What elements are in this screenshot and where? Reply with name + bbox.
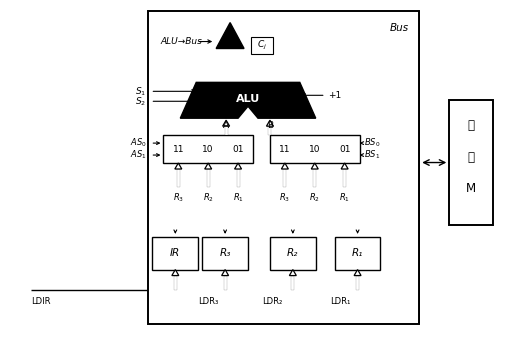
- Bar: [313, 169, 316, 187]
- Text: R₃: R₃: [219, 248, 231, 258]
- Text: ALU: ALU: [236, 94, 260, 104]
- Text: 10: 10: [203, 145, 214, 154]
- Bar: [164, 135, 253, 163]
- Text: +1: +1: [328, 91, 341, 100]
- Bar: [270, 135, 360, 163]
- Polygon shape: [354, 270, 361, 276]
- Bar: [268, 126, 271, 135]
- Polygon shape: [221, 270, 229, 276]
- Text: 01: 01: [232, 145, 244, 154]
- Text: $BS_0$: $BS_0$: [364, 137, 380, 149]
- Text: M: M: [466, 182, 476, 195]
- Bar: [202, 237, 248, 270]
- Polygon shape: [290, 270, 296, 276]
- Text: $R_3$: $R_3$: [279, 192, 291, 204]
- Text: B: B: [267, 121, 273, 130]
- Text: $R_1$: $R_1$: [233, 192, 243, 204]
- Text: $R_1$: $R_1$: [339, 192, 350, 204]
- Polygon shape: [311, 163, 318, 169]
- Text: $S_1$: $S_1$: [135, 85, 146, 98]
- Text: IR: IR: [170, 248, 180, 258]
- Bar: [152, 237, 198, 270]
- Text: $AS_0$: $AS_0$: [130, 137, 146, 149]
- Text: $R_2$: $R_2$: [309, 192, 320, 204]
- Polygon shape: [281, 163, 289, 169]
- Bar: [343, 169, 346, 187]
- Text: LDR₃: LDR₃: [198, 298, 218, 306]
- Polygon shape: [235, 163, 241, 169]
- Text: 主: 主: [467, 119, 474, 132]
- Bar: [148, 11, 419, 324]
- Bar: [177, 169, 180, 187]
- Text: 存: 存: [467, 151, 474, 163]
- Text: LDR₁: LDR₁: [330, 298, 350, 306]
- Text: $BS_1$: $BS_1$: [364, 149, 380, 161]
- Polygon shape: [175, 163, 182, 169]
- Polygon shape: [205, 163, 212, 169]
- Bar: [283, 169, 287, 187]
- Text: $R_2$: $R_2$: [203, 192, 214, 204]
- Text: LDR₂: LDR₂: [262, 298, 282, 306]
- Bar: [225, 126, 228, 135]
- Bar: [251, 37, 273, 55]
- Text: $S_2$: $S_2$: [135, 95, 146, 107]
- Bar: [449, 100, 493, 225]
- Text: R₂: R₂: [287, 248, 299, 258]
- Bar: [224, 276, 227, 290]
- Bar: [356, 276, 359, 290]
- Text: 10: 10: [309, 145, 321, 154]
- Polygon shape: [172, 270, 179, 276]
- Text: 11: 11: [173, 145, 184, 154]
- Polygon shape: [341, 163, 348, 169]
- Bar: [270, 237, 316, 270]
- Text: R₁: R₁: [352, 248, 363, 258]
- Bar: [207, 169, 210, 187]
- Bar: [174, 276, 177, 290]
- Text: $C_j$: $C_j$: [257, 39, 267, 52]
- Text: $AS_1$: $AS_1$: [130, 149, 146, 161]
- Bar: [237, 169, 240, 187]
- Polygon shape: [223, 120, 230, 126]
- Text: $R_3$: $R_3$: [173, 192, 184, 204]
- Text: ALU→Bus: ALU→Bus: [161, 37, 202, 46]
- Polygon shape: [267, 120, 273, 126]
- Text: LDIR: LDIR: [31, 298, 50, 306]
- Bar: [335, 237, 380, 270]
- Text: 01: 01: [339, 145, 351, 154]
- Text: 11: 11: [279, 145, 291, 154]
- Text: Bus: Bus: [390, 23, 409, 33]
- Polygon shape: [216, 23, 244, 48]
- Bar: [292, 276, 294, 290]
- Text: A: A: [223, 121, 229, 130]
- Polygon shape: [180, 82, 316, 118]
